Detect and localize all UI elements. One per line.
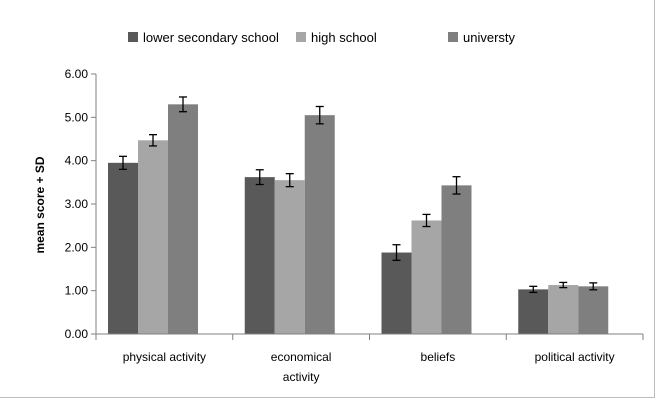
y-tick-label: 1.00 <box>65 284 89 298</box>
y-axis: 0.00 1.00 2.00 3.00 4.00 5.00 6.00 <box>65 67 97 341</box>
legend: lower secondary school high school univers… <box>128 30 516 45</box>
y-tick-label: 5.00 <box>65 110 89 124</box>
legend-label: universty <box>463 30 516 45</box>
legend-swatch <box>128 32 138 42</box>
bar <box>108 162 138 334</box>
y-tick-label: 3.00 <box>65 197 89 211</box>
bar <box>244 177 275 334</box>
y-tick-label: 4.00 <box>65 154 89 168</box>
legend-swatch <box>448 32 458 42</box>
y-axis-label: mean score + SD <box>33 156 47 253</box>
legend-label: high school <box>311 30 377 45</box>
bar <box>381 252 412 334</box>
bar <box>304 115 335 335</box>
bar <box>411 220 442 334</box>
bar <box>138 140 168 334</box>
y-tick-label: 6.00 <box>65 67 89 81</box>
bars <box>108 104 609 335</box>
legend-label: lower secondary school <box>143 30 279 45</box>
bar <box>274 180 305 334</box>
bar <box>441 185 472 334</box>
bar <box>548 285 579 334</box>
bar <box>518 289 549 334</box>
x-tick-label: economical activity <box>271 350 332 384</box>
x-tick-label: political activity <box>535 350 615 364</box>
x-axis: physical activity economical activity belie… <box>95 333 644 384</box>
bar <box>168 104 198 334</box>
y-tick-label: 0.00 <box>65 327 89 341</box>
x-tick-label: physical activity <box>123 350 206 364</box>
legend-swatch <box>296 32 306 42</box>
x-tick-label: beliefs <box>421 350 456 364</box>
error-bars <box>119 96 598 294</box>
bar <box>578 286 609 334</box>
y-tick-label: 2.00 <box>65 240 89 254</box>
